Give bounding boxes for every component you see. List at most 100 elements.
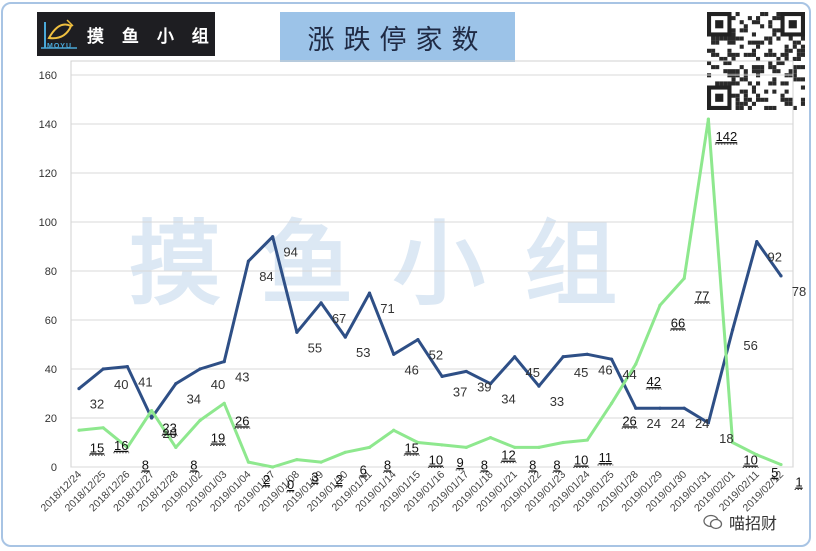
qr-module bbox=[788, 69, 793, 74]
data-point bbox=[150, 416, 154, 420]
qr-module bbox=[776, 12, 781, 17]
qr-module bbox=[756, 69, 761, 74]
qr-module bbox=[780, 61, 785, 66]
data-point bbox=[682, 406, 686, 410]
data-label: 8 bbox=[190, 457, 197, 472]
chart-title-box: 涨跌停家数 bbox=[280, 12, 515, 62]
data-label: 43 bbox=[235, 370, 249, 385]
qr-module bbox=[739, 101, 744, 106]
data-point bbox=[537, 384, 541, 388]
qr-module bbox=[796, 40, 801, 45]
data-label: 15 bbox=[404, 440, 418, 455]
data-label: 40 bbox=[114, 377, 128, 392]
qr-module bbox=[764, 12, 769, 17]
data-point bbox=[755, 240, 759, 244]
qr-module bbox=[768, 52, 773, 57]
qr-module bbox=[739, 65, 744, 70]
data-point bbox=[561, 355, 565, 359]
qr-module bbox=[715, 40, 720, 45]
data-point bbox=[392, 428, 396, 432]
qr-module bbox=[739, 105, 744, 110]
qr-module bbox=[739, 20, 744, 25]
qr-module bbox=[743, 24, 748, 29]
qr-module bbox=[784, 56, 789, 61]
qr-module bbox=[788, 36, 793, 41]
qr-module bbox=[731, 56, 736, 61]
data-label: 8 bbox=[481, 457, 488, 472]
qr-module bbox=[751, 52, 756, 57]
qr-module bbox=[731, 81, 736, 86]
data-point bbox=[246, 259, 251, 263]
y-tick-label: 160 bbox=[39, 70, 57, 82]
qr-module bbox=[772, 81, 777, 86]
y-axis: 0 20 40 60 80 100 120 140 160 bbox=[39, 70, 57, 474]
data-label: 10 bbox=[574, 453, 588, 468]
data-label: 24 bbox=[695, 416, 709, 431]
qr-module bbox=[772, 89, 777, 94]
data-label: 1 bbox=[795, 475, 802, 490]
data-label: 5 bbox=[771, 465, 778, 480]
qr-module bbox=[756, 81, 761, 86]
data-point bbox=[319, 460, 323, 464]
data-label: 78 bbox=[792, 284, 806, 299]
qr-module bbox=[727, 69, 732, 74]
qr-module bbox=[784, 52, 789, 57]
qr-module bbox=[756, 93, 761, 98]
qr-module bbox=[768, 48, 773, 53]
data-label: 8 bbox=[529, 457, 536, 472]
y-tick-label: 120 bbox=[39, 168, 57, 180]
qr-module bbox=[764, 36, 769, 41]
qr-module bbox=[747, 105, 752, 110]
qr-module bbox=[800, 97, 805, 102]
data-label: 42 bbox=[647, 374, 661, 389]
qr-module bbox=[800, 65, 805, 70]
qr-module bbox=[715, 36, 720, 41]
qr-module bbox=[719, 36, 724, 41]
y-tick-label: 100 bbox=[39, 217, 57, 229]
qr-module bbox=[756, 20, 761, 25]
fish-logo-icon: MOYU bbox=[37, 12, 81, 56]
qr-module bbox=[776, 61, 781, 66]
data-point bbox=[706, 421, 710, 425]
logo-subtext: MOYU bbox=[47, 43, 72, 50]
qr-module bbox=[776, 69, 781, 74]
qr-module bbox=[751, 101, 756, 106]
data-label: 8 bbox=[142, 457, 149, 472]
qr-module bbox=[784, 48, 789, 53]
data-point bbox=[658, 406, 662, 410]
qr-module bbox=[768, 81, 773, 86]
qr-module bbox=[751, 40, 756, 45]
qr-module bbox=[800, 44, 805, 49]
qr-module bbox=[760, 97, 765, 102]
qr-module bbox=[747, 40, 752, 45]
data-label: 8 bbox=[553, 457, 560, 472]
data-point bbox=[416, 440, 420, 445]
data-point bbox=[150, 409, 154, 413]
data-point bbox=[706, 117, 710, 121]
qr-module bbox=[711, 48, 716, 53]
data-point bbox=[367, 291, 372, 295]
qr-module bbox=[772, 52, 777, 57]
y-tick-label: 40 bbox=[45, 364, 57, 376]
data-label: 45 bbox=[574, 365, 588, 380]
data-label: 53 bbox=[356, 345, 370, 360]
data-label: 44 bbox=[622, 367, 636, 382]
qr-module bbox=[792, 69, 797, 74]
qr-module bbox=[727, 61, 732, 66]
data-label: 33 bbox=[550, 394, 564, 409]
qr-module bbox=[719, 81, 724, 86]
qr-module bbox=[751, 20, 756, 25]
qr-module bbox=[796, 65, 801, 70]
qr-module bbox=[788, 101, 793, 106]
data-label: 20 bbox=[162, 426, 176, 441]
data-point bbox=[392, 352, 396, 356]
qr-module bbox=[788, 97, 793, 102]
data-label: 142 bbox=[716, 129, 738, 144]
qr-module bbox=[747, 97, 752, 102]
data-point bbox=[198, 367, 202, 371]
qr-module bbox=[743, 28, 748, 33]
qr-module bbox=[743, 89, 748, 94]
qr-module bbox=[800, 48, 805, 53]
